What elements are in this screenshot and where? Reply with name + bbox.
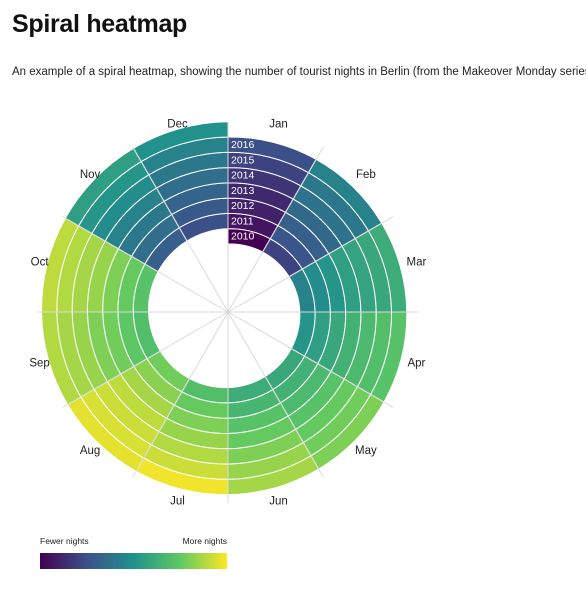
- month-divider-line: [132, 146, 229, 313]
- spiral-heatmap-chart: 2010 2011 2012 2013 2014 2015 2016 Jan Feb Mar Ap…: [29, 119, 426, 508]
- month-label-oct: Oct: [31, 257, 50, 269]
- month-divider-line: [227, 146, 324, 313]
- year-label-2015: 2015: [231, 154, 255, 166]
- month-label-jun: Jun: [269, 495, 288, 507]
- month-labels: Jan Feb Mar Apr May Jun Jul Aug Sep Oct Nov Dec: [29, 119, 426, 508]
- heatmap-segments: [41, 121, 408, 496]
- month-divider-line: [62, 216, 229, 313]
- year-label-2012: 2012: [231, 200, 255, 212]
- month-divider-line: [132, 311, 229, 478]
- color-legend: Fewer nights More nights: [40, 536, 227, 569]
- month-label-aug: Aug: [80, 445, 100, 457]
- year-label-2011: 2011: [231, 215, 254, 227]
- month-label-jul: Jul: [170, 495, 185, 507]
- legend-high-label: More nights: [182, 536, 227, 546]
- year-label-2016: 2016: [231, 139, 255, 151]
- month-divider-line: [227, 311, 324, 478]
- page-title: Spiral heatmap: [12, 10, 188, 38]
- legend-low-label: Fewer nights: [40, 536, 89, 546]
- year-label-2014: 2014: [231, 170, 255, 182]
- month-label-feb: Feb: [356, 169, 376, 181]
- page-description: An example of a spiral heatmap, showing …: [12, 66, 586, 78]
- month-label-may: May: [355, 445, 377, 457]
- month-label-mar: Mar: [406, 257, 426, 269]
- month-label-dec: Dec: [167, 119, 188, 131]
- month-label-jan: Jan: [269, 119, 288, 131]
- month-divider-line: [62, 311, 229, 408]
- month-divider-line: [227, 311, 394, 408]
- legend-color-bar: [40, 553, 227, 569]
- month-divider-line: [227, 216, 394, 313]
- month-divider-lines: [37, 121, 419, 503]
- year-labels: 2010 2011 2012 2013 2014 2015 2016: [231, 139, 255, 243]
- year-label-2010: 2010: [231, 231, 255, 243]
- month-label-sep: Sep: [29, 358, 49, 370]
- month-label-apr: Apr: [407, 358, 425, 370]
- year-label-2013: 2013: [231, 185, 255, 197]
- month-label-nov: Nov: [80, 169, 101, 181]
